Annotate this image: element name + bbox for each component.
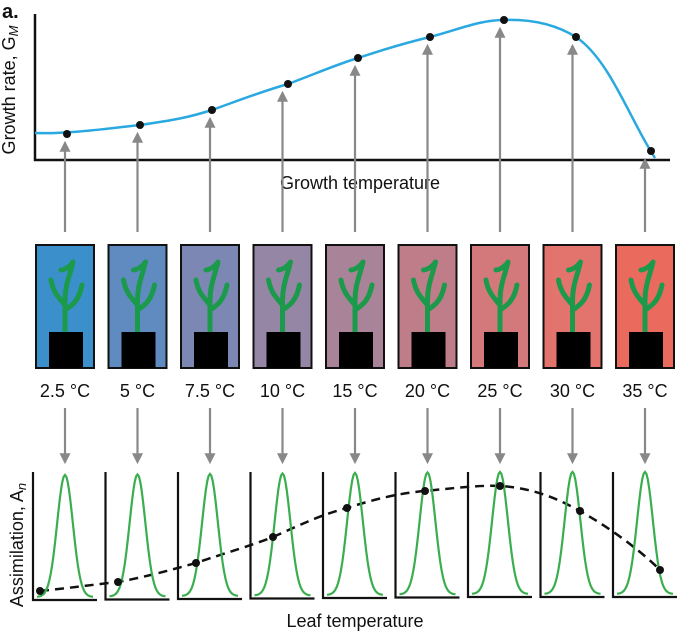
assimilation-dot	[496, 482, 504, 490]
plant	[411, 259, 447, 335]
bottom-y-label: Assimilation, An	[7, 483, 30, 607]
growth-dot	[426, 33, 434, 41]
response-curve	[544, 470, 601, 595]
mini-axes	[249, 472, 315, 600]
temperature-label: 20 °C	[405, 381, 450, 401]
pot	[629, 332, 663, 368]
pot	[484, 332, 518, 368]
mini-axes	[321, 472, 387, 600]
temperature-label: 2.5 °C	[40, 381, 90, 401]
temperature-label: 10 °C	[260, 381, 305, 401]
bottom-y-label-sub: n	[14, 483, 29, 490]
growth-curve	[34, 18, 657, 159]
growth-dot	[136, 121, 144, 129]
response-curve	[326, 471, 384, 596]
response-curve	[254, 471, 311, 597]
assimilation-dot	[114, 578, 122, 586]
response-curve	[616, 470, 674, 595]
response-curve	[181, 472, 239, 597]
growth-dot	[354, 54, 362, 62]
mini-axes	[176, 472, 242, 601]
pot	[266, 332, 301, 368]
top-x-label: Growth temperature	[280, 173, 440, 193]
mini-axes	[394, 472, 460, 599]
bottom-y-label-text: Assimilation, A	[7, 490, 27, 607]
pot	[411, 332, 446, 368]
mini-axes	[539, 472, 605, 599]
assimilation-dot	[343, 504, 351, 512]
temperature-label: 7.5 °C	[185, 381, 235, 401]
pot	[339, 332, 373, 368]
growth-dot	[500, 16, 508, 24]
growth-dot	[63, 130, 71, 138]
plant	[193, 259, 230, 335]
panel-label: a.	[2, 1, 19, 23]
growth-dot	[647, 147, 655, 155]
mini-axes	[611, 472, 677, 599]
growth-dot	[284, 80, 292, 88]
plant	[338, 259, 375, 335]
plant	[483, 259, 520, 335]
pot	[49, 332, 83, 368]
top-axes	[33, 14, 670, 162]
temperature-label: 30 °C	[550, 381, 595, 401]
pot	[194, 332, 228, 368]
plant	[48, 259, 85, 335]
temperature-label: 15 °C	[332, 381, 377, 401]
plant	[121, 259, 157, 335]
top-y-label-sub: M	[6, 25, 21, 36]
assimilation-dot	[421, 487, 429, 495]
plant	[556, 259, 592, 335]
temperature-label: 5 °C	[120, 381, 155, 401]
pot	[556, 332, 591, 368]
bottom-x-label: Leaf temperature	[286, 611, 423, 631]
plant	[628, 259, 665, 335]
plant	[266, 259, 302, 335]
assimilation-dot	[36, 587, 44, 595]
top-y-label: Growth rate, GM	[0, 25, 21, 154]
response-curve	[399, 470, 456, 596]
response-curve	[109, 472, 166, 598]
mini-axes	[31, 472, 97, 602]
assimilation-dot	[269, 533, 277, 541]
mini-axes	[104, 472, 170, 601]
temperature-label: 35 °C	[622, 381, 667, 401]
assimilation-dot	[576, 507, 584, 515]
top-y-label-text: Growth rate, G	[0, 36, 19, 154]
mini-axes	[466, 472, 532, 599]
growth-dot	[208, 106, 216, 114]
assimilation-dot	[656, 566, 664, 574]
assimilation-dot	[192, 559, 200, 567]
pot	[121, 332, 156, 368]
growth-dot	[572, 33, 580, 41]
temperature-label: 25 °C	[477, 381, 522, 401]
response-curve	[36, 473, 94, 598]
response-curve	[471, 470, 529, 595]
